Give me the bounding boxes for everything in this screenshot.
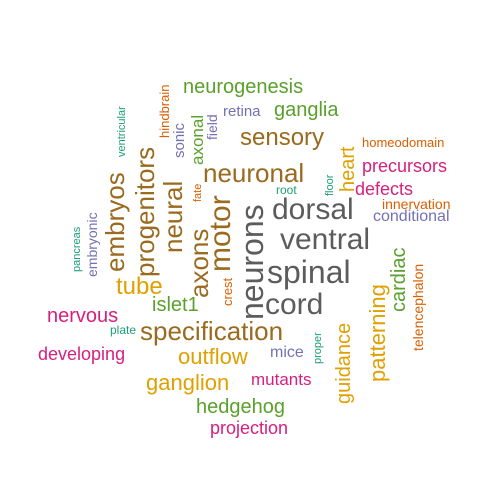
- word-precursors: precursors: [362, 156, 448, 176]
- word-pancreas: pancreas: [71, 226, 83, 272]
- word-tube: tube: [116, 273, 163, 300]
- word-innervation: innervation: [382, 196, 451, 212]
- word-dorsal: dorsal: [272, 193, 354, 226]
- word-mice: mice: [270, 344, 304, 361]
- word-cardiac: cardiac: [388, 247, 410, 312]
- word-telencephalon: telencephalon: [410, 263, 426, 351]
- word-outflow: outflow: [178, 344, 248, 369]
- word-sonic: sonic: [171, 122, 188, 158]
- word-hedgehog: hedgehog: [196, 396, 285, 418]
- word-floor: floor: [324, 174, 336, 196]
- word-fate: fate: [192, 183, 204, 202]
- word-patterning: patterning: [365, 284, 390, 382]
- word-ventricular: ventricular: [116, 106, 128, 157]
- word-retina: retina: [223, 103, 261, 120]
- word-field: field: [204, 114, 220, 140]
- word-ventral: ventral: [280, 223, 371, 256]
- word-neurogenesis: neurogenesis: [183, 76, 304, 98]
- word-developing: developing: [38, 344, 126, 364]
- word-neuronal: neuronal: [203, 158, 305, 188]
- word-mutants: mutants: [251, 370, 312, 389]
- word-projection: projection: [210, 418, 289, 438]
- word-proper: proper: [312, 332, 324, 364]
- word-crest: crest: [220, 277, 235, 306]
- word-embryonic: embryonic: [84, 212, 100, 277]
- word-root: root: [276, 183, 297, 197]
- word-embryos: embryos: [100, 172, 130, 272]
- word-ganglia: ganglia: [274, 99, 339, 121]
- word-specification: specification: [140, 316, 284, 346]
- word-plate: plate: [110, 323, 137, 337]
- word-nervous: nervous: [47, 305, 119, 327]
- word-progenitors: progenitors: [130, 146, 160, 277]
- word-axons: axons: [184, 228, 214, 298]
- word-islet1: islet1: [152, 294, 199, 316]
- word-ganglion: ganglion: [146, 370, 230, 395]
- word-defects: defects: [355, 179, 414, 199]
- word-sensory: sensory: [240, 124, 325, 151]
- word-guidance: guidance: [333, 322, 355, 404]
- word-hindbrain: hindbrain: [157, 84, 172, 139]
- word-neurons: neurons: [234, 204, 270, 320]
- word-cord: cord: [265, 288, 324, 321]
- word-neural: neural: [158, 180, 188, 253]
- word-homeodomain: homeodomain: [362, 135, 445, 150]
- word-spinal: spinal: [267, 254, 351, 290]
- word-conditional: conditional: [373, 208, 450, 225]
